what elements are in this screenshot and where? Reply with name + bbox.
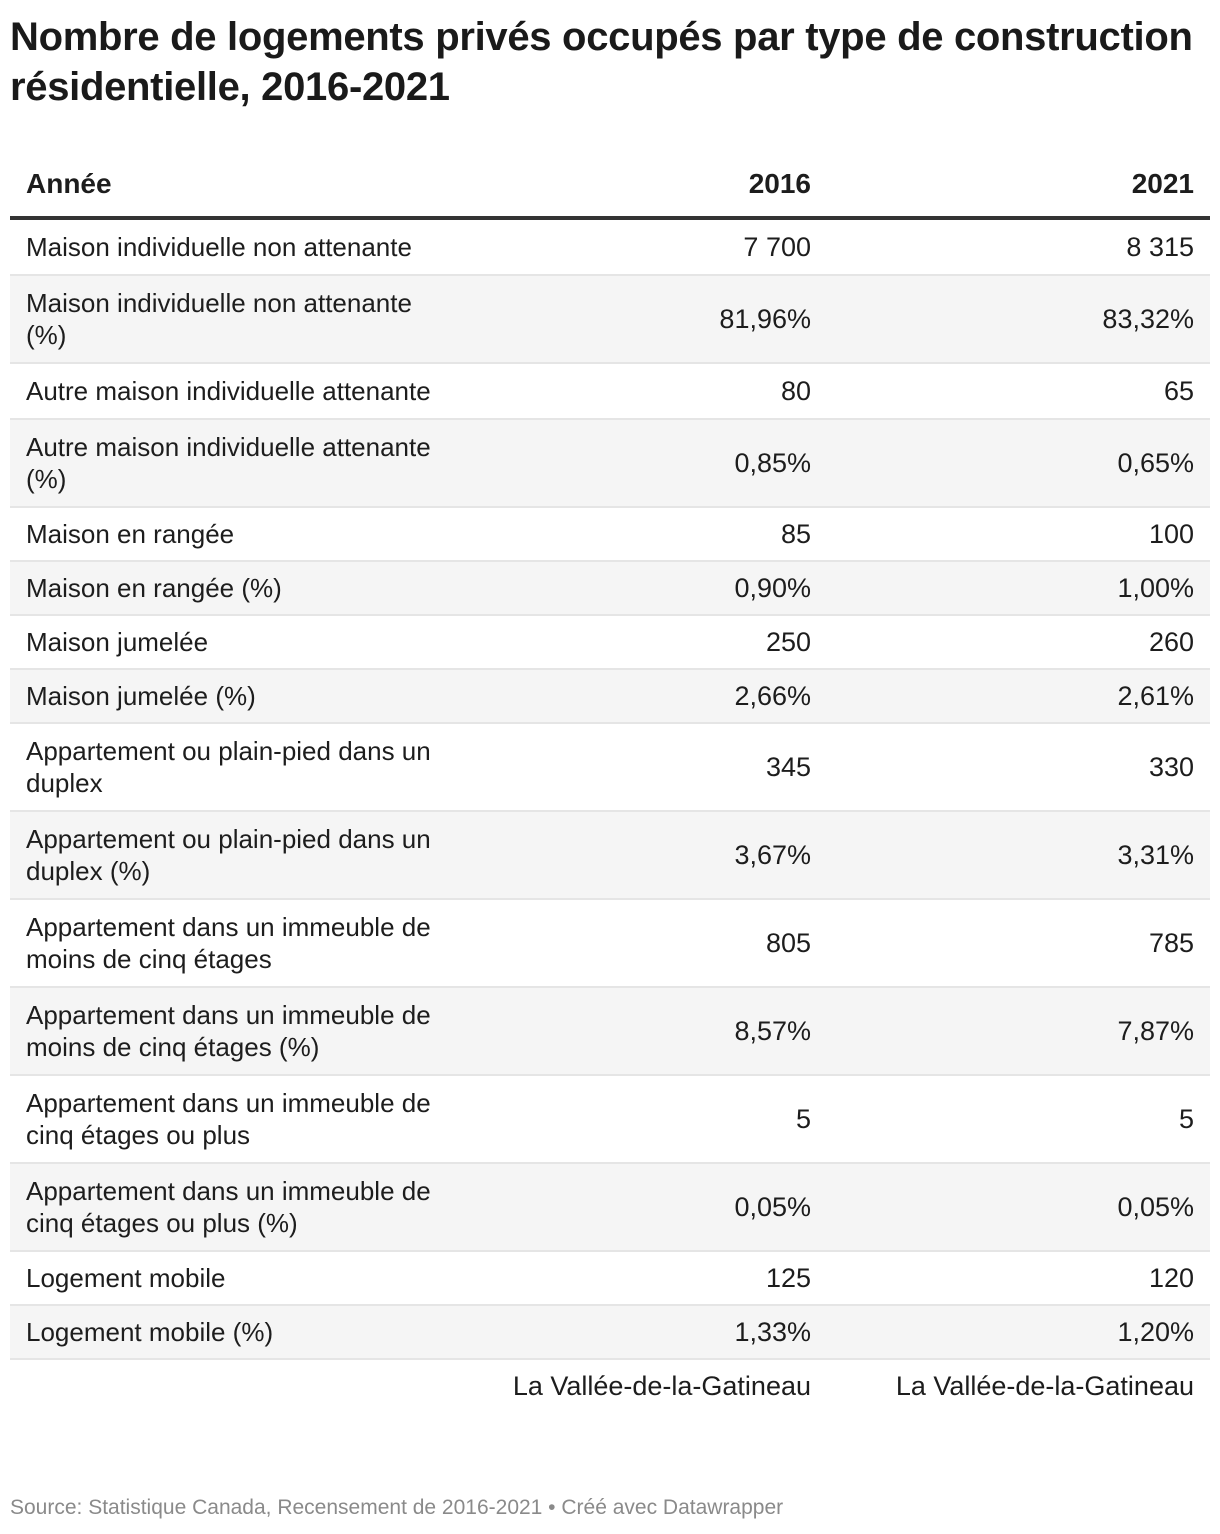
table-row: Appartement ou plain-pied dans un duplex… — [10, 723, 1210, 812]
row-label: Maison individuelle non attenante (%) — [10, 275, 460, 364]
value-2021: 0,05% — [827, 1163, 1210, 1252]
row-label: Maison jumelée — [10, 615, 460, 670]
row-label: Autre maison individuelle attenante — [10, 363, 460, 420]
region-2021: La Vallée-de-la-Gatineau — [827, 1359, 1210, 1413]
value-2021: 2,61% — [827, 669, 1210, 724]
value-2016: 805 — [460, 899, 827, 988]
value-2021: 260 — [827, 615, 1210, 670]
value-2016: 1,33% — [460, 1305, 827, 1360]
row-label: Appartement dans un immeuble de moins de… — [10, 899, 460, 988]
value-2016: 8,57% — [460, 987, 827, 1076]
value-2021: 7,87% — [827, 987, 1210, 1076]
value-2016: 85 — [460, 507, 827, 562]
row-label: Maison en rangée (%) — [10, 561, 460, 616]
value-2016: 5 — [460, 1075, 827, 1164]
value-2021: 1,00% — [827, 561, 1210, 616]
table-body: Maison individuelle non attenante 7 700 8 … — [10, 218, 1210, 1413]
value-2016: 0,90% — [460, 561, 827, 616]
value-2021: 8 315 — [827, 218, 1210, 276]
value-2021: 785 — [827, 899, 1210, 988]
table-row: Appartement dans un immeuble de cinq éta… — [10, 1075, 1210, 1164]
column-header-2016[interactable]: 2016 — [460, 152, 827, 220]
chart-title: Nombre de logements privés occupés par t… — [10, 15, 1193, 109]
value-2016: 345 — [460, 723, 827, 812]
row-label: Logement mobile — [10, 1251, 460, 1306]
row-label: Appartement dans un immeuble de cinq éta… — [10, 1163, 460, 1252]
table-row: Appartement dans un immeuble de moins de… — [10, 987, 1210, 1076]
table-row: Maison individuelle non attenante 7 700 8 … — [10, 218, 1210, 276]
row-label: Appartement dans un immeuble de moins de… — [10, 987, 460, 1076]
value-2016: 3,67% — [460, 811, 827, 900]
value-2021: 120 — [827, 1251, 1210, 1306]
region-2016: La Vallée-de-la-Gatineau — [460, 1359, 827, 1413]
value-2016: 2,66% — [460, 669, 827, 724]
column-header-2021[interactable]: 2021 — [827, 152, 1210, 220]
table-row: Logement mobile 125 120 — [10, 1251, 1210, 1306]
value-2016: 7 700 — [460, 218, 827, 276]
row-label: Autre maison individuelle attenante (%) — [10, 419, 460, 508]
value-2021: 100 — [827, 507, 1210, 562]
column-header-year[interactable]: Année — [10, 152, 460, 220]
table-row: Appartement dans un immeuble de cinq éta… — [10, 1163, 1210, 1252]
value-2016: 81,96% — [460, 275, 827, 364]
row-label: Appartement ou plain-pied dans un duplex — [10, 723, 460, 812]
table-row: Maison en rangée 85 100 — [10, 507, 1210, 562]
table-row: Maison jumelée 250 260 — [10, 615, 1210, 670]
value-2016: 80 — [460, 363, 827, 420]
table-row: Logement mobile (%) 1,33% 1,20% — [10, 1305, 1210, 1360]
value-2021: 1,20% — [827, 1305, 1210, 1360]
row-label: Logement mobile (%) — [10, 1305, 460, 1360]
table-row: Appartement ou plain-pied dans un duplex… — [10, 811, 1210, 900]
value-2021: 3,31% — [827, 811, 1210, 900]
value-2016: 250 — [460, 615, 827, 670]
value-2021: 330 — [827, 723, 1210, 812]
table-row: Autre maison individuelle attenante (%) 0… — [10, 419, 1210, 508]
value-2021: 65 — [827, 363, 1210, 420]
value-2016: 0,85% — [460, 419, 827, 508]
region-row: La Vallée-de-la-Gatineau La Vallée-de-la-… — [10, 1359, 1210, 1413]
table-row: Autre maison individuelle attenante 80 65 — [10, 363, 1210, 420]
region-empty-cell — [10, 1359, 460, 1413]
row-label: Maison jumelée (%) — [10, 669, 460, 724]
row-label: Maison en rangée — [10, 507, 460, 562]
value-2021: 5 — [827, 1075, 1210, 1164]
source-note: Source: Statistique Canada, Recensement … — [10, 1496, 784, 1519]
table-row: Maison en rangée (%) 0,90% 1,00% — [10, 561, 1210, 616]
table-row: Appartement dans un immeuble de moins de… — [10, 899, 1210, 988]
row-label: Maison individuelle non attenante — [10, 218, 460, 276]
value-2016: 125 — [460, 1251, 827, 1306]
row-label: Appartement dans un immeuble de cinq éta… — [10, 1075, 460, 1164]
value-2016: 0,05% — [460, 1163, 827, 1252]
header-row: Année 2016 2021 — [10, 152, 1210, 220]
table-row: Maison individuelle non attenante (%) 81,… — [10, 275, 1210, 364]
value-2021: 83,32% — [827, 275, 1210, 364]
data-table: Année 2016 2021 Maison individuelle non … — [10, 152, 1210, 1413]
value-2021: 0,65% — [827, 419, 1210, 508]
row-label: Appartement ou plain-pied dans un duplex… — [10, 811, 460, 900]
table-row: Maison jumelée (%) 2,66% 2,61% — [10, 669, 1210, 724]
